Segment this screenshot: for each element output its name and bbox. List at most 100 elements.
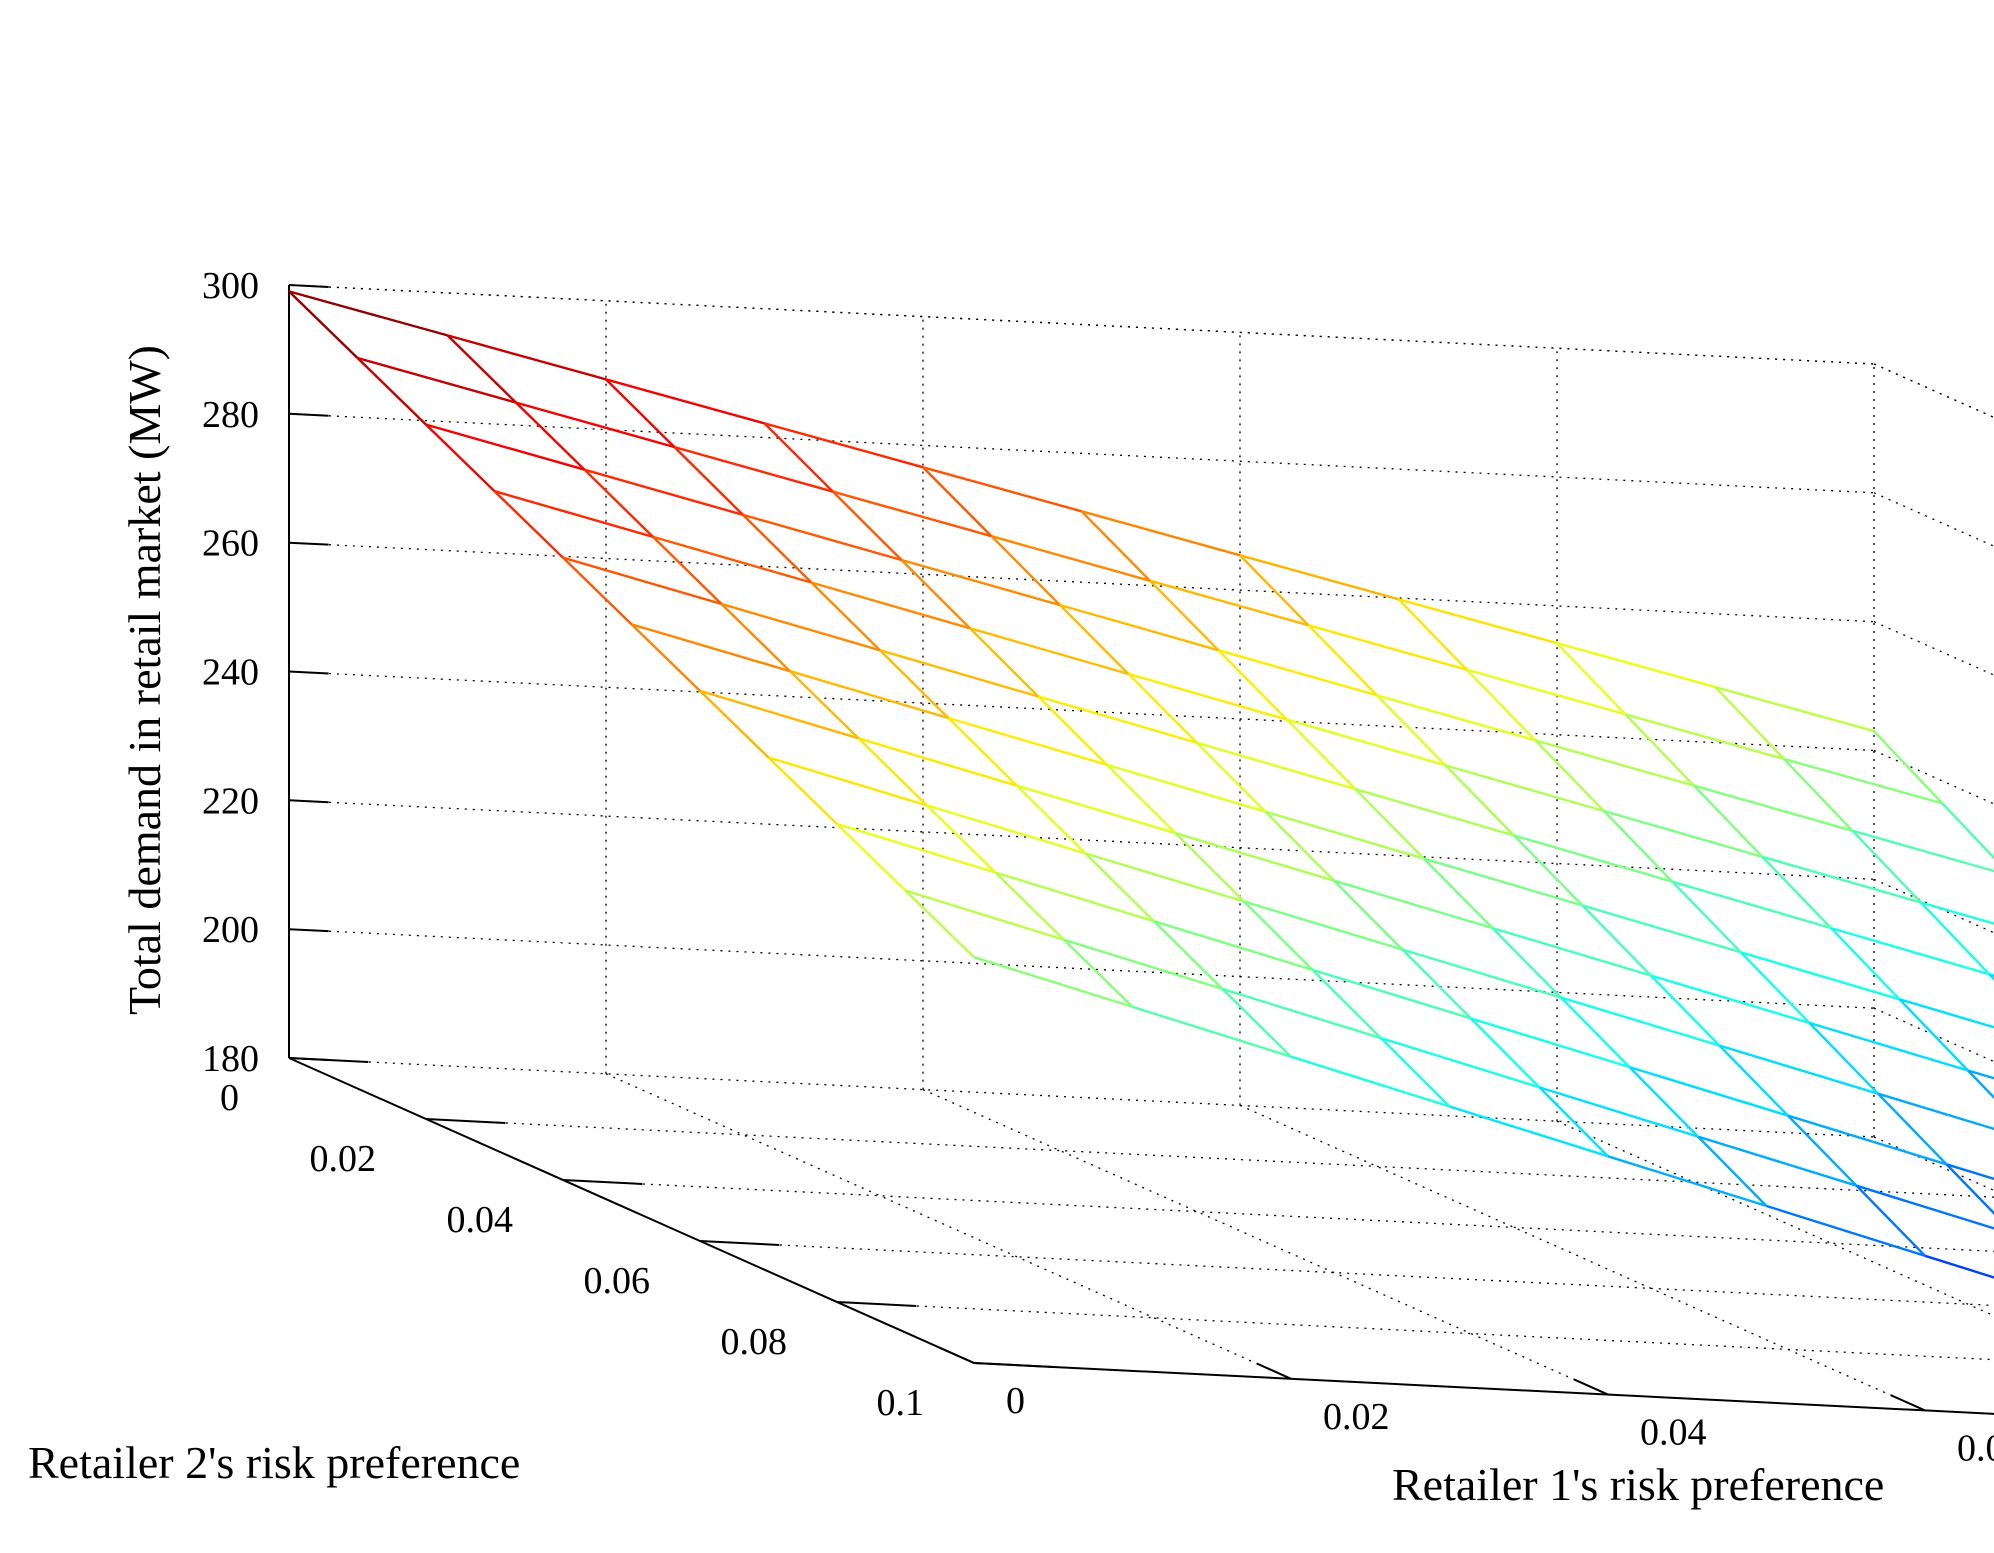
surface-mesh-line xyxy=(562,556,633,626)
surface-mesh-line xyxy=(652,535,812,584)
surface-mesh-line xyxy=(1037,695,1108,766)
surface-mesh-line xyxy=(1398,598,1558,645)
y-tick-mark xyxy=(973,1362,1054,1368)
surface-mesh-line xyxy=(1333,879,1404,951)
y-tick-label: 0 xyxy=(220,1077,239,1119)
x-tick-label: 0.02 xyxy=(1323,1396,1390,1438)
surface-mesh-line xyxy=(1492,926,1652,977)
surface-mesh-line xyxy=(1239,554,1399,601)
surface-mesh-line xyxy=(1714,686,1785,760)
surface-mesh-line xyxy=(1719,1044,1879,1095)
gridline-y-floor xyxy=(699,1240,1994,1307)
surface-mesh-line xyxy=(1809,1021,1969,1072)
surface-mesh-line xyxy=(1740,951,1811,1024)
surface-mesh-line xyxy=(1560,996,1631,1068)
surface-mesh-line xyxy=(1445,764,1605,813)
surface-mesh-line xyxy=(562,556,722,606)
surface-mesh-line xyxy=(1761,856,1832,929)
surface-mesh-line xyxy=(832,490,903,561)
surface-mesh-line xyxy=(879,649,950,719)
surface-mesh-line xyxy=(1538,1086,1609,1158)
gridline-x-floor xyxy=(1556,1120,1994,1317)
y-tick-mark xyxy=(562,1179,643,1185)
gridline-z-left xyxy=(288,413,1875,494)
surface-mesh-line xyxy=(1946,1163,1994,1181)
gridline-z-left xyxy=(288,542,1875,623)
surface-mesh-line xyxy=(1762,855,1922,904)
surface-mesh-line xyxy=(1535,739,1695,787)
surface-mesh-line xyxy=(1106,764,1177,835)
surface-mesh-line xyxy=(1239,554,1310,627)
surface-mesh-line xyxy=(494,490,654,539)
surface-mesh-line xyxy=(1856,1184,1994,1230)
surface-mesh-line xyxy=(810,581,881,652)
surface-mesh-line xyxy=(1081,510,1241,557)
surface-mesh-line xyxy=(1127,673,1198,744)
gridline-x-floor xyxy=(1239,1104,1926,1411)
x-tick-label: 0.04 xyxy=(1640,1412,1707,1454)
surface-mesh-line xyxy=(832,490,992,538)
surface-mesh-line xyxy=(1650,974,1721,1047)
surface-mesh-line xyxy=(1354,788,1425,860)
surface-mesh-line xyxy=(1989,973,1994,977)
gridline-z-right xyxy=(1873,878,1994,934)
surface-mesh-line xyxy=(904,889,975,959)
z-tick-mark xyxy=(288,928,329,933)
surface-mesh-line xyxy=(631,623,791,673)
x-tick-label: 0.06 xyxy=(1957,1427,1994,1469)
surface-mesh-line xyxy=(1671,880,1742,954)
gridline-y-floor xyxy=(425,1118,1994,1198)
gridline-z-left xyxy=(288,284,1875,365)
surface-mesh-line xyxy=(947,717,1018,787)
gridline-y-floor xyxy=(836,1301,1994,1361)
surface-mesh-line xyxy=(994,871,1065,941)
surface-mesh-line xyxy=(288,290,448,337)
surface-mesh-line xyxy=(1355,788,1515,837)
surface-mesh-line xyxy=(1672,880,1832,930)
surface-mesh-line xyxy=(900,559,971,630)
surface-mesh-line xyxy=(630,623,701,692)
surface-mesh-line xyxy=(1084,852,1155,923)
surface-mesh-line xyxy=(1307,624,1378,697)
surface-mesh-line xyxy=(1149,579,1309,627)
y-tick-label: 0.08 xyxy=(721,1321,788,1363)
surface-mesh-line xyxy=(1582,904,1742,954)
surface-mesh-line xyxy=(1059,604,1130,675)
surface-mesh-line xyxy=(1603,809,1763,859)
surface-mesh-line xyxy=(1898,998,1969,1072)
surface-mesh-line xyxy=(901,558,1061,607)
surface-mesh-line xyxy=(1556,642,1716,689)
z-tick-mark xyxy=(288,284,329,288)
surface-mesh-line xyxy=(1607,1155,1767,1208)
surface-mesh-line xyxy=(1740,951,1900,1001)
surface-mesh-line xyxy=(1924,1254,1994,1279)
surface-mesh-line xyxy=(1128,672,1288,721)
surface-mesh-line xyxy=(1423,857,1494,929)
surface-mesh-line xyxy=(674,445,834,493)
surface-mesh-line xyxy=(879,649,1039,698)
surface-mesh-line xyxy=(721,602,881,652)
box-edge xyxy=(288,1057,1875,1138)
surface-mesh-line xyxy=(1715,686,1875,733)
y-tick-mark xyxy=(288,1057,369,1063)
surface-mesh-line xyxy=(1534,739,1605,812)
z-tick-label: 220 xyxy=(202,780,259,822)
surface-mesh-line xyxy=(1581,904,1652,977)
box-edge xyxy=(1873,363,1994,419)
surface-mesh-line xyxy=(1333,879,1493,930)
surface-mesh-line xyxy=(652,536,723,605)
surface-mesh-line xyxy=(1697,1135,1768,1207)
surface-mesh-line xyxy=(357,356,517,404)
gridline-x-floor xyxy=(605,1073,1292,1380)
back-panel-grid xyxy=(288,284,1994,1411)
surface-mesh-line xyxy=(768,756,928,807)
surface-mesh-line xyxy=(1059,603,1219,652)
surface-mesh-line xyxy=(605,378,676,448)
surface-mesh-line xyxy=(1787,1114,1858,1187)
surface-mesh-line xyxy=(1444,764,1515,837)
surface-mesh-line xyxy=(1718,1044,1789,1117)
z-tick-label: 300 xyxy=(202,265,259,307)
y-tick-label: 0.02 xyxy=(310,1138,377,1180)
surface-mesh-line xyxy=(948,716,1108,767)
